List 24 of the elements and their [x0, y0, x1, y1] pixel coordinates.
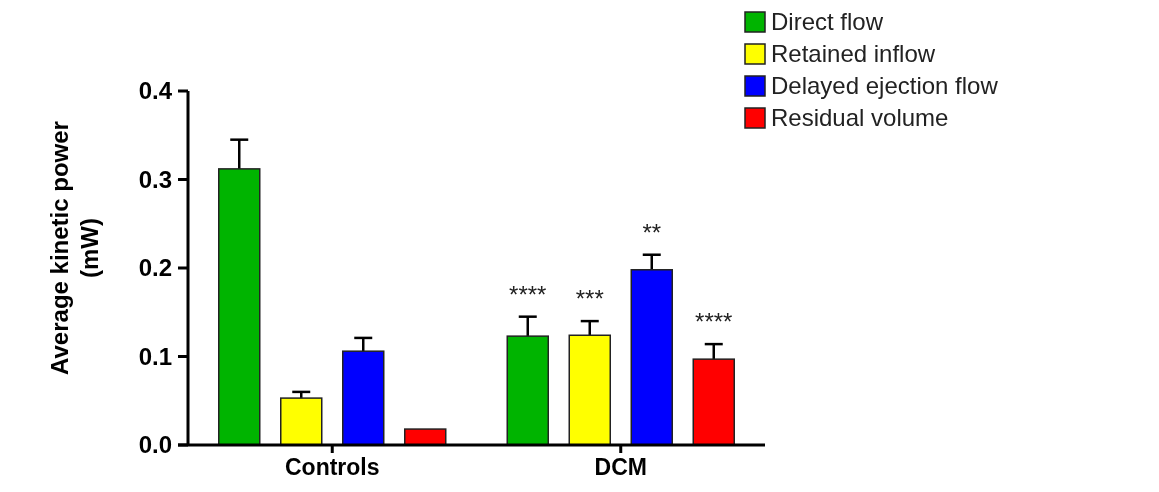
bar [280, 397, 323, 446]
y-tick-label: 0.4 [138, 77, 173, 105]
legend-label: Direct flow [771, 8, 884, 36]
legend-label: Residual volume [771, 104, 949, 132]
x-tick-label: DCM [594, 454, 647, 480]
bar [506, 335, 549, 446]
bar [568, 334, 611, 446]
annotation: *** [575, 285, 604, 313]
bar [404, 428, 447, 446]
legend-label: Delayed ejection flow [771, 72, 999, 100]
y-tick-label: 0.3 [138, 165, 172, 193]
y-tick-label: 0.2 [138, 254, 172, 282]
y-tick-label: 0.0 [138, 431, 172, 459]
bar [218, 168, 261, 446]
annotation: **** [509, 280, 547, 308]
x-tick-label: Controls [284, 454, 380, 480]
bar [630, 269, 673, 446]
annotation: **** [695, 308, 733, 336]
legend-label: Retained inflow [771, 40, 936, 68]
y-tick-label: 0.1 [138, 342, 172, 370]
bar [692, 358, 735, 446]
bar [342, 350, 385, 446]
y-axis-title: Average kinetic power (mW) [46, 121, 103, 375]
annotation: ** [642, 218, 662, 246]
